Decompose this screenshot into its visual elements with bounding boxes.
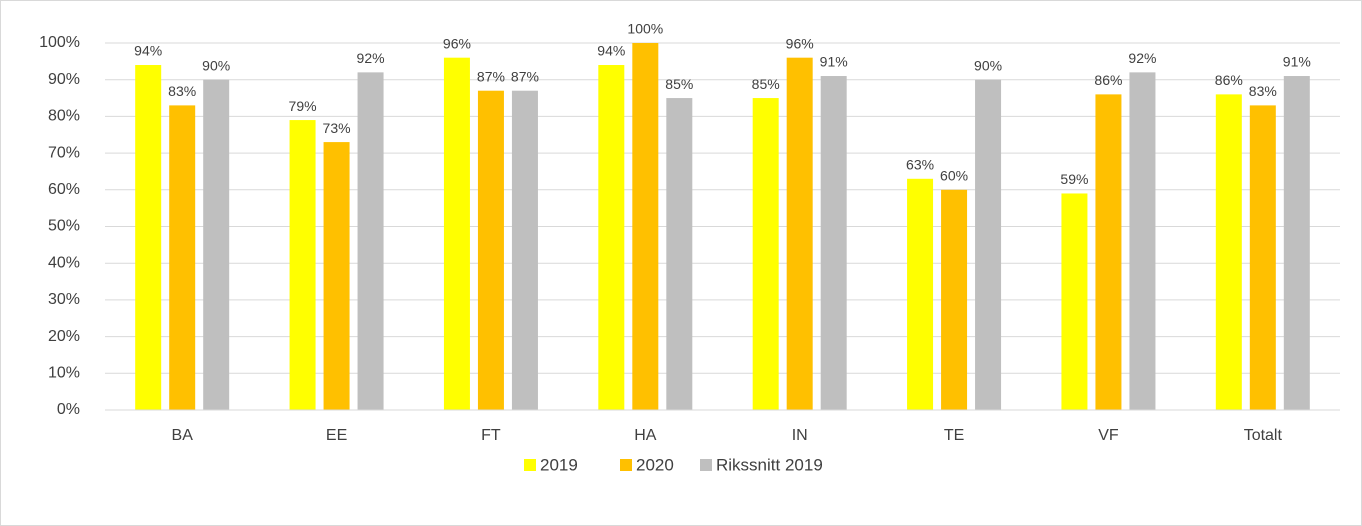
legend-label: Rikssnitt 2019	[716, 455, 823, 474]
data-label: 73%	[323, 120, 351, 136]
bar	[941, 189, 968, 410]
x-tick-label: FT	[481, 427, 501, 444]
data-label: 90%	[202, 57, 230, 73]
bar	[443, 57, 470, 411]
bar	[135, 65, 162, 411]
bar	[1129, 72, 1156, 411]
data-label: 86%	[1094, 72, 1122, 88]
y-tick-label: 70%	[48, 144, 80, 161]
bar	[1215, 94, 1242, 410]
data-label: 85%	[665, 76, 693, 92]
data-label: 91%	[820, 54, 848, 70]
data-label: 63%	[906, 156, 934, 172]
y-tick-label: 10%	[48, 365, 80, 382]
x-tick-label: EE	[326, 427, 347, 444]
data-label: 92%	[357, 50, 385, 66]
data-label: 91%	[1283, 54, 1311, 70]
bar	[975, 79, 1002, 410]
data-label: 94%	[134, 43, 162, 59]
bar	[323, 142, 350, 410]
x-tick-label: BA	[172, 427, 194, 444]
x-tick-label: HA	[634, 427, 657, 444]
data-label: 83%	[168, 83, 196, 99]
y-tick-label: 60%	[48, 181, 80, 198]
y-tick-label: 0%	[57, 401, 80, 418]
x-tick-label: TE	[944, 427, 964, 444]
data-label: 96%	[443, 35, 471, 51]
y-tick-label: 30%	[48, 291, 80, 308]
data-label: 79%	[289, 98, 317, 114]
legend-swatch	[524, 459, 536, 471]
bar	[357, 72, 384, 411]
data-label: 87%	[477, 68, 505, 84]
legend-swatch	[700, 459, 712, 471]
y-tick-label: 80%	[48, 108, 80, 125]
bar	[477, 90, 504, 411]
bar	[289, 120, 316, 410]
data-label: 92%	[1128, 50, 1156, 66]
data-label: 85%	[752, 76, 780, 92]
y-tick-label: 90%	[48, 71, 80, 88]
bar	[632, 43, 659, 410]
data-label: 59%	[1060, 171, 1088, 187]
x-tick-label: IN	[792, 427, 808, 444]
data-label: 90%	[974, 57, 1002, 73]
legend-label: 2020	[636, 455, 674, 474]
bar	[1095, 94, 1122, 410]
bar	[203, 79, 230, 410]
legend-swatch	[620, 459, 632, 471]
bar	[820, 76, 847, 410]
bar	[1283, 76, 1310, 410]
y-tick-label: 20%	[48, 328, 80, 345]
bar	[786, 57, 813, 411]
data-label: 94%	[597, 43, 625, 59]
data-label: 60%	[940, 168, 968, 184]
legend-label: 2019	[540, 455, 578, 474]
bar	[511, 90, 538, 411]
data-label: 96%	[786, 35, 814, 51]
x-tick-label: Totalt	[1244, 427, 1283, 444]
data-label: 100%	[627, 21, 663, 37]
data-label: 86%	[1215, 72, 1243, 88]
bar	[752, 98, 779, 411]
y-tick-label: 50%	[48, 218, 80, 235]
data-label: 87%	[511, 68, 539, 84]
y-tick-label: 100%	[39, 34, 80, 51]
bar	[1249, 105, 1276, 410]
bar	[907, 178, 934, 410]
bar	[598, 65, 625, 411]
y-tick-label: 40%	[48, 254, 80, 271]
bar	[1061, 193, 1088, 410]
bar	[666, 98, 693, 411]
data-label: 83%	[1249, 83, 1277, 99]
bar	[169, 105, 196, 410]
x-tick-label: VF	[1098, 427, 1119, 444]
